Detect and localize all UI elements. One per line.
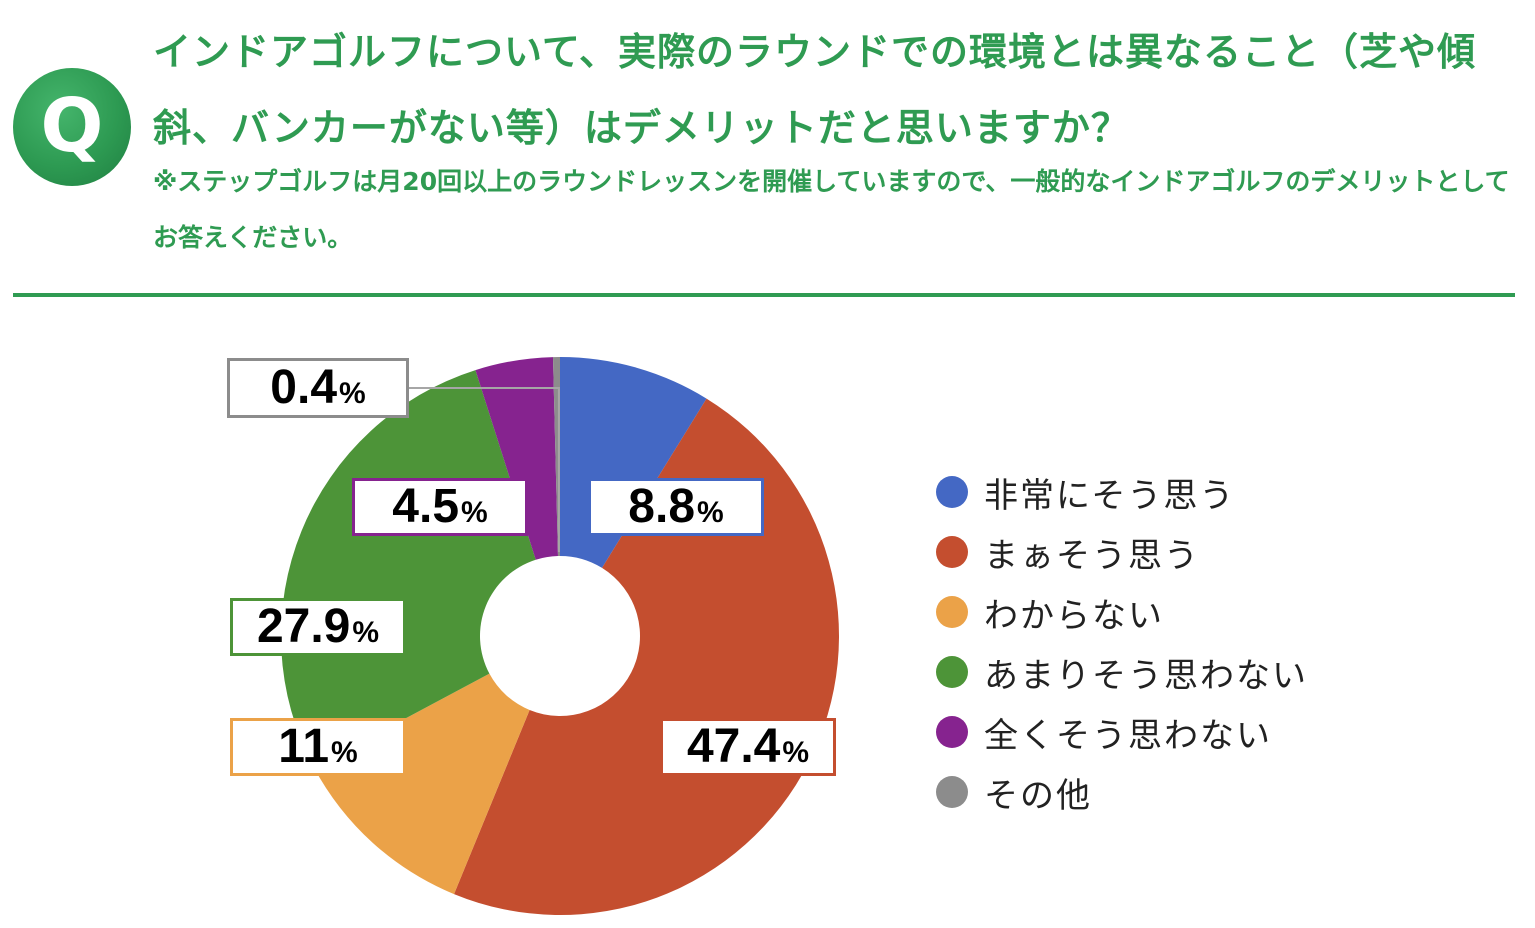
legend-label: あまりそう思わない bbox=[984, 655, 1308, 696]
legend-swatch bbox=[936, 596, 968, 628]
data-label-6: 0.4% bbox=[227, 358, 409, 418]
data-label-value: 4.5 bbox=[392, 480, 460, 533]
legend-swatch bbox=[936, 776, 968, 808]
donut-slice-4 bbox=[281, 370, 536, 768]
question-title: インドアゴルフについて、実際のラウンドでの環境とは異なること（芝や傾斜、バンカー… bbox=[153, 30, 1476, 150]
data-label-1: 8.8% bbox=[588, 478, 764, 536]
data-label-value: 0.4 bbox=[270, 361, 338, 414]
data-label-value: 11 bbox=[278, 720, 330, 773]
legend-item: あまりそう思わない bbox=[936, 642, 1308, 702]
legend-swatch bbox=[936, 656, 968, 688]
data-label-unit: % bbox=[352, 616, 380, 649]
donut-slice-5 bbox=[475, 357, 558, 560]
data-label-value: 8.8 bbox=[628, 480, 696, 533]
legend-label: わからない bbox=[984, 595, 1164, 636]
legend-label: その他 bbox=[984, 775, 1092, 816]
data-label-2: 47.4% bbox=[660, 718, 836, 776]
data-label-3: 11% bbox=[230, 718, 406, 776]
legend-item: その他 bbox=[936, 762, 1308, 822]
legend-label: 全くそう思わない bbox=[984, 715, 1272, 756]
header-divider bbox=[13, 293, 1515, 297]
legend-swatch bbox=[936, 536, 968, 568]
data-label-unit: % bbox=[331, 736, 358, 769]
data-label-unit: % bbox=[782, 736, 810, 769]
legend-swatch bbox=[936, 716, 968, 748]
legend-item: わからない bbox=[936, 582, 1308, 642]
legend-item: 非常にそう思う bbox=[936, 462, 1308, 522]
legend-label: 非常にそう思う bbox=[984, 475, 1236, 516]
question-note: ※ステップゴルフは月20回以上のラウンドレッスンを開催していますので、一般的なイ… bbox=[153, 167, 1510, 252]
label-leader-lines bbox=[409, 387, 560, 553]
data-label-value: 47.4 bbox=[686, 720, 781, 773]
legend-label: まぁそう思う bbox=[984, 535, 1200, 576]
data-label-value: 27.9 bbox=[256, 600, 351, 653]
q-badge-letter: Q bbox=[40, 83, 104, 169]
legend-item: まぁそう思う bbox=[936, 522, 1308, 582]
leader-line-other bbox=[409, 387, 560, 553]
data-label-unit: % bbox=[339, 377, 366, 410]
data-label-unit: % bbox=[461, 496, 488, 529]
q-badge: Q bbox=[13, 68, 131, 186]
data-label-5: 4.5% bbox=[352, 478, 528, 536]
legend-item: 全くそう思わない bbox=[936, 702, 1308, 762]
data-label-4: 27.9% bbox=[230, 598, 406, 656]
donut-slice-3 bbox=[313, 673, 530, 895]
chart-legend: 非常にそう思う まぁそう思う わからないあまりそう思わない 全くそう思わない その他 bbox=[936, 462, 1308, 822]
data-label-unit: % bbox=[697, 496, 724, 529]
legend-swatch bbox=[936, 476, 968, 508]
